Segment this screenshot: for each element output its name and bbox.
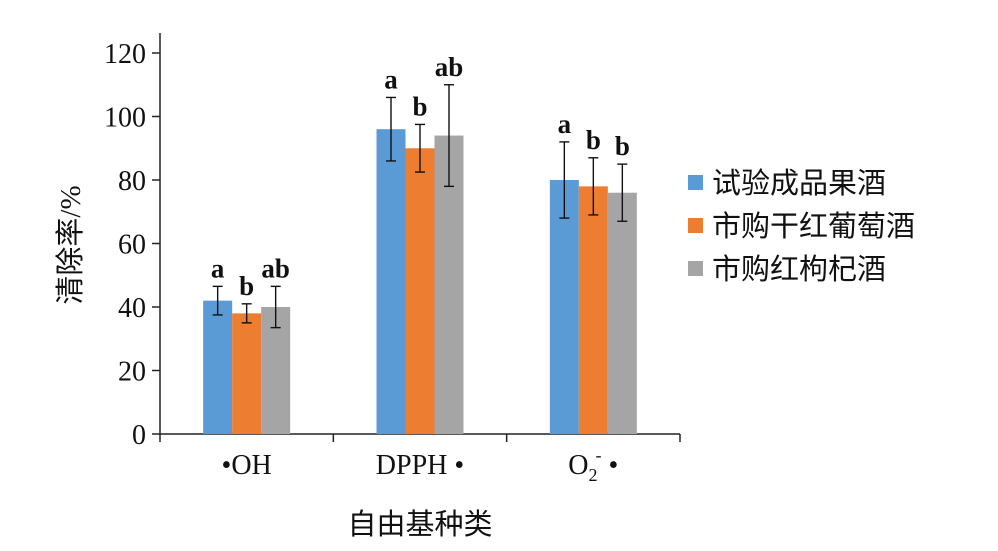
significance-label: a (558, 109, 572, 139)
y-tick-label: 20 (118, 357, 146, 388)
y-tick-label: 40 (118, 293, 146, 324)
legend-label: 市购红枸杞酒 (712, 253, 886, 286)
significance-label: a (211, 253, 225, 283)
significance-label: ab (261, 253, 290, 283)
error-bars (212, 84, 628, 329)
bar (405, 148, 435, 434)
bar (549, 180, 579, 434)
legend-swatch (688, 261, 703, 276)
significance-label: ab (435, 52, 464, 82)
category-base: O (568, 450, 588, 481)
category-tail: • (602, 450, 619, 481)
bar (376, 129, 406, 434)
x-axis: •OH DPPH • O2- • (159, 433, 681, 485)
significance-label: b (239, 271, 254, 301)
bar (232, 313, 262, 434)
bars (203, 129, 637, 435)
bar (578, 186, 608, 434)
legend-swatch (688, 175, 703, 190)
y-tick-label: 0 (132, 420, 146, 451)
significance-label: a (384, 64, 398, 94)
bar (203, 300, 233, 434)
x-axis-title: 自由基种类 (347, 508, 492, 541)
y-tick-label: 80 (118, 166, 146, 197)
y-axis: 0 20 40 60 80 100 120 (104, 33, 161, 451)
y-tick-label: 60 (118, 230, 146, 261)
significance-label: b (615, 131, 630, 161)
significance-label: b (586, 125, 601, 155)
y-tick-label: 120 (104, 39, 146, 70)
x-category-label: DPPH • (376, 450, 464, 481)
category-subscript: 2 (589, 465, 598, 485)
x-category-label: O2- • (568, 445, 618, 485)
x-category-label: •OH (222, 450, 272, 481)
bar (607, 192, 637, 434)
significance-label: b (412, 91, 427, 121)
y-axis-title: 清除率/% (54, 185, 87, 304)
legend-label: 市购干红葡萄酒 (712, 210, 915, 243)
legend-swatch (688, 218, 703, 233)
legend-label: 试验成品果酒 (712, 167, 886, 200)
category-superscript: - (596, 445, 602, 465)
y-tick-label: 100 (104, 103, 146, 134)
